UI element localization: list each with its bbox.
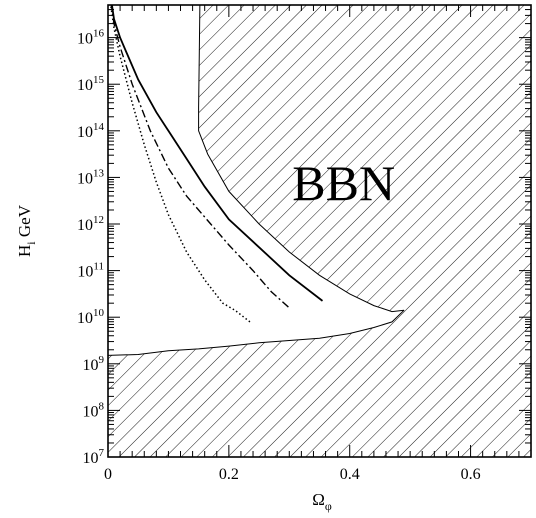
- bbn-region-label: BBN: [292, 155, 395, 211]
- y-tick-label: 109: [83, 354, 105, 374]
- region-fill-lower: [108, 310, 531, 457]
- y-tick-label: 1016: [77, 28, 105, 48]
- x-axis-title: Ωφ: [312, 490, 332, 513]
- y-tick-label: 1013: [77, 167, 105, 187]
- axis-ticks: [107, 4, 532, 458]
- y-axis-title: Hi GeV: [15, 204, 38, 257]
- series-line-dashdot: [110, 5, 290, 309]
- excluded-regions: [108, 5, 531, 457]
- tick-labels: 0 0.2 0.4 0.6 107 108 109 1010 1011 1012 1013 1014 1…: [77, 28, 481, 483]
- x-tick-label: 0: [104, 466, 112, 483]
- region-fill-bbn: [198, 5, 531, 312]
- series-line-solid: [111, 5, 324, 302]
- y-tick-label: 1010: [77, 307, 105, 327]
- y-tick-label: 1015: [77, 74, 105, 94]
- y-tick-label: 1011: [77, 261, 104, 281]
- y-tick-label: 1014: [77, 121, 105, 141]
- region-boundary-lower: [108, 309, 405, 356]
- x-tick-label: 0.6: [461, 466, 481, 483]
- x-tick-label: 0.4: [340, 466, 360, 483]
- y-tick-label: 107: [83, 447, 105, 467]
- y-tick-label: 108: [83, 400, 105, 420]
- series-lines: [109, 5, 324, 323]
- region-boundary-bbn: [198, 5, 405, 313]
- y-tick-label: 1012: [77, 214, 104, 234]
- x-tick-label: 0.2: [219, 466, 239, 483]
